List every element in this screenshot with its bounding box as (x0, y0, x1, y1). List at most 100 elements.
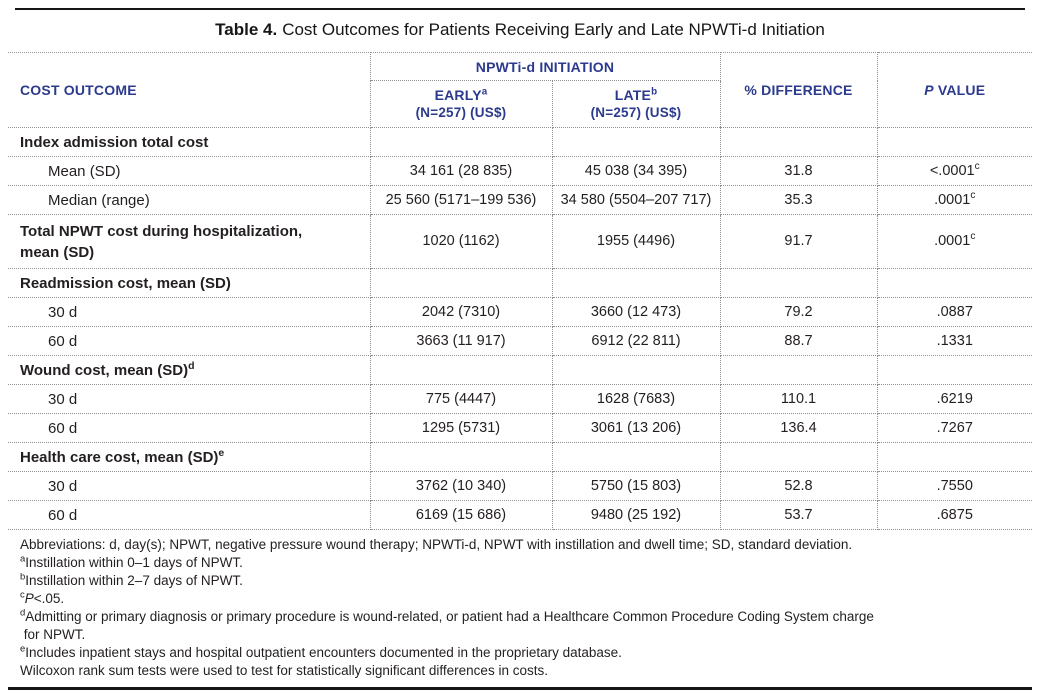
row-label-text: 30 d (48, 390, 78, 408)
pct-difference-cell: 53.7 (720, 500, 878, 530)
footnote-line: Abbreviations: d, day(s); NPWT, negative… (20, 537, 853, 552)
col-header-early: EARLYa (N=257) (US$) (370, 80, 553, 128)
early-cost-cell: 3663 (11 917) (370, 326, 553, 356)
early-cost-cell: 1295 (5731) (370, 413, 553, 443)
late-cost-cell (552, 127, 721, 157)
row-label: Wound cost, mean (SD)d (8, 355, 371, 385)
table-title-text: Cost Outcomes for Patients Receiving Ear… (282, 20, 825, 39)
footnote-marker: d (20, 607, 26, 619)
late-cost-cell: 3061 (13 206) (552, 413, 721, 443)
late-cost-cell (552, 442, 721, 472)
p-value-cell: .7550 (877, 471, 1032, 501)
col-header-p-value: P VALUE (877, 52, 1032, 128)
late-cost-cell: 5750 (15 803) (552, 471, 721, 501)
row-label-text: Wound cost, mean (SD) (20, 361, 189, 379)
section-row: Total NPWT cost during hospitalization, m… (8, 214, 1032, 269)
row-label-text: 30 d (48, 303, 78, 321)
p-value-rest: VALUE (933, 82, 986, 98)
data-row: 30 d 3762 (10 340) 5750 (15 803) 52.8.7550 (8, 471, 1032, 501)
late-cost-cell: 9480 (25 192) (552, 500, 721, 530)
p-value-cell (877, 127, 1032, 157)
row-label: 60 d (8, 413, 371, 443)
footnote-line: dAdmitting or primary diagnosis or prima… (20, 607, 874, 642)
row-label: Health care cost, mean (SD)e (8, 442, 371, 472)
footnote-line: eIncludes inpatient stays and hospital o… (20, 643, 622, 660)
data-row: 60 d 3663 (11 917) 6912 (22 811) 88.7.1331 (8, 326, 1032, 356)
late-cost-cell (552, 268, 721, 298)
pct-difference-cell: 79.2 (720, 297, 878, 327)
early-cost-cell (370, 127, 553, 157)
late-cost-cell: 1628 (7683) (552, 384, 721, 414)
bottom-rule (8, 687, 1032, 690)
late-cost-cell: 3660 (12 473) (552, 297, 721, 327)
footnote-marker: d (188, 359, 195, 372)
footnote-marker: c (970, 231, 976, 243)
early-n-line: (N=257) (US$) (415, 105, 507, 120)
p-value-cell: .6875 (877, 500, 1032, 530)
late-cost-cell (552, 355, 721, 385)
footnote-marker: c (974, 161, 980, 173)
col-header-cost-outcome: COST OUTCOME (8, 52, 371, 128)
p-value-italic-p: P (924, 82, 934, 98)
col-header-pct-difference: % DIFFERENCE (720, 52, 878, 128)
early-label: EARLY (434, 87, 482, 103)
data-row: 60 d 6169 (15 686) 9480 (25 192) 53.7.6875 (8, 500, 1032, 530)
row-label: 30 d (8, 471, 371, 501)
early-cost-cell: 34 161 (28 835) (370, 156, 553, 186)
footnotes: Abbreviations: d, day(s); NPWT, negative… (8, 530, 1032, 687)
table-title-label: Table 4. (215, 20, 278, 39)
pct-difference-cell: 110.1 (720, 384, 878, 414)
pct-difference-cell: 52.8 (720, 471, 878, 501)
row-label: Index admission total cost (8, 127, 371, 157)
section-row: Health care cost, mean (SD)e (8, 442, 1032, 472)
header-group-row: COST OUTCOME NPWTi-d INITIATION % DIFFER… (8, 52, 1032, 128)
table-title: Table 4. Cost Outcomes for Patients Recei… (8, 10, 1032, 52)
section-row: Wound cost, mean (SD)d (8, 355, 1032, 385)
footnote-line: cP<.05. (20, 589, 65, 606)
col-header-npwti-d-initiation: NPWTi-d INITIATION (370, 52, 721, 81)
early-cost-cell: 2042 (7310) (370, 297, 553, 327)
pct-difference-cell (720, 355, 878, 385)
pct-difference-cell: 88.7 (720, 326, 878, 356)
footnote-marker: a (20, 553, 26, 565)
late-cost-cell: 1955 (4496) (552, 214, 721, 269)
early-cost-cell: 6169 (15 686) (370, 500, 553, 530)
early-cost-cell (370, 442, 553, 472)
row-label-text: 60 d (48, 332, 78, 350)
early-cost-cell (370, 268, 553, 298)
row-label: Total NPWT cost during hospitalization, m… (8, 214, 371, 269)
col-header-late: LATEb (N=257) (US$) (552, 80, 721, 128)
late-label: LATE (614, 87, 652, 103)
top-rule (15, 8, 1025, 10)
row-label: Mean (SD) (8, 156, 371, 186)
section-row: Index admission total cost (8, 127, 1032, 157)
pct-difference-cell: 35.3 (720, 185, 878, 215)
data-row: 60 d 1295 (5731) 3061 (13 206) 136.4.7267 (8, 413, 1032, 443)
early-cost-cell: 3762 (10 340) (370, 471, 553, 501)
row-label: Median (range) (8, 185, 371, 215)
row-label: 60 d (8, 500, 371, 530)
footnote-italic-p: P (24, 591, 34, 606)
p-value-cell: .0001c (877, 214, 1032, 269)
late-n-line: (N=257) (US$) (590, 105, 682, 120)
section-row: Readmission cost, mean (SD) (8, 268, 1032, 298)
pct-difference-cell: 136.4 (720, 413, 878, 443)
early-cost-cell: 25 560 (5171–199 536) (370, 185, 553, 215)
p-value-cell (877, 268, 1032, 298)
early-superscript: a (481, 86, 488, 98)
row-label-text: Mean (SD) (48, 162, 121, 180)
footnote-marker: e (218, 446, 225, 459)
table-header: COST OUTCOME NPWTi-d INITIATION % DIFFER… (8, 52, 1032, 128)
data-row: Median (range) 25 560 (5171–199 536) 34 58… (8, 185, 1032, 215)
footnote-line: Wilcoxon rank sum tests were used to tes… (20, 663, 548, 678)
data-row: 30 d 2042 (7310) 3660 (12 473) 79.2.0887 (8, 297, 1032, 327)
p-value-cell: .1331 (877, 326, 1032, 356)
row-label: 30 d (8, 384, 371, 414)
header-sub-row: EARLYa (N=257) (US$) LATEb (N=257) (US$) (8, 80, 1032, 128)
row-label: 30 d (8, 297, 371, 327)
row-label-text: Readmission cost, mean (SD) (20, 274, 231, 292)
p-value-cell (877, 355, 1032, 385)
footnote-line: bInstillation within 2–7 days of NPWT. (20, 571, 243, 588)
row-label-text: Median (range) (48, 191, 150, 209)
